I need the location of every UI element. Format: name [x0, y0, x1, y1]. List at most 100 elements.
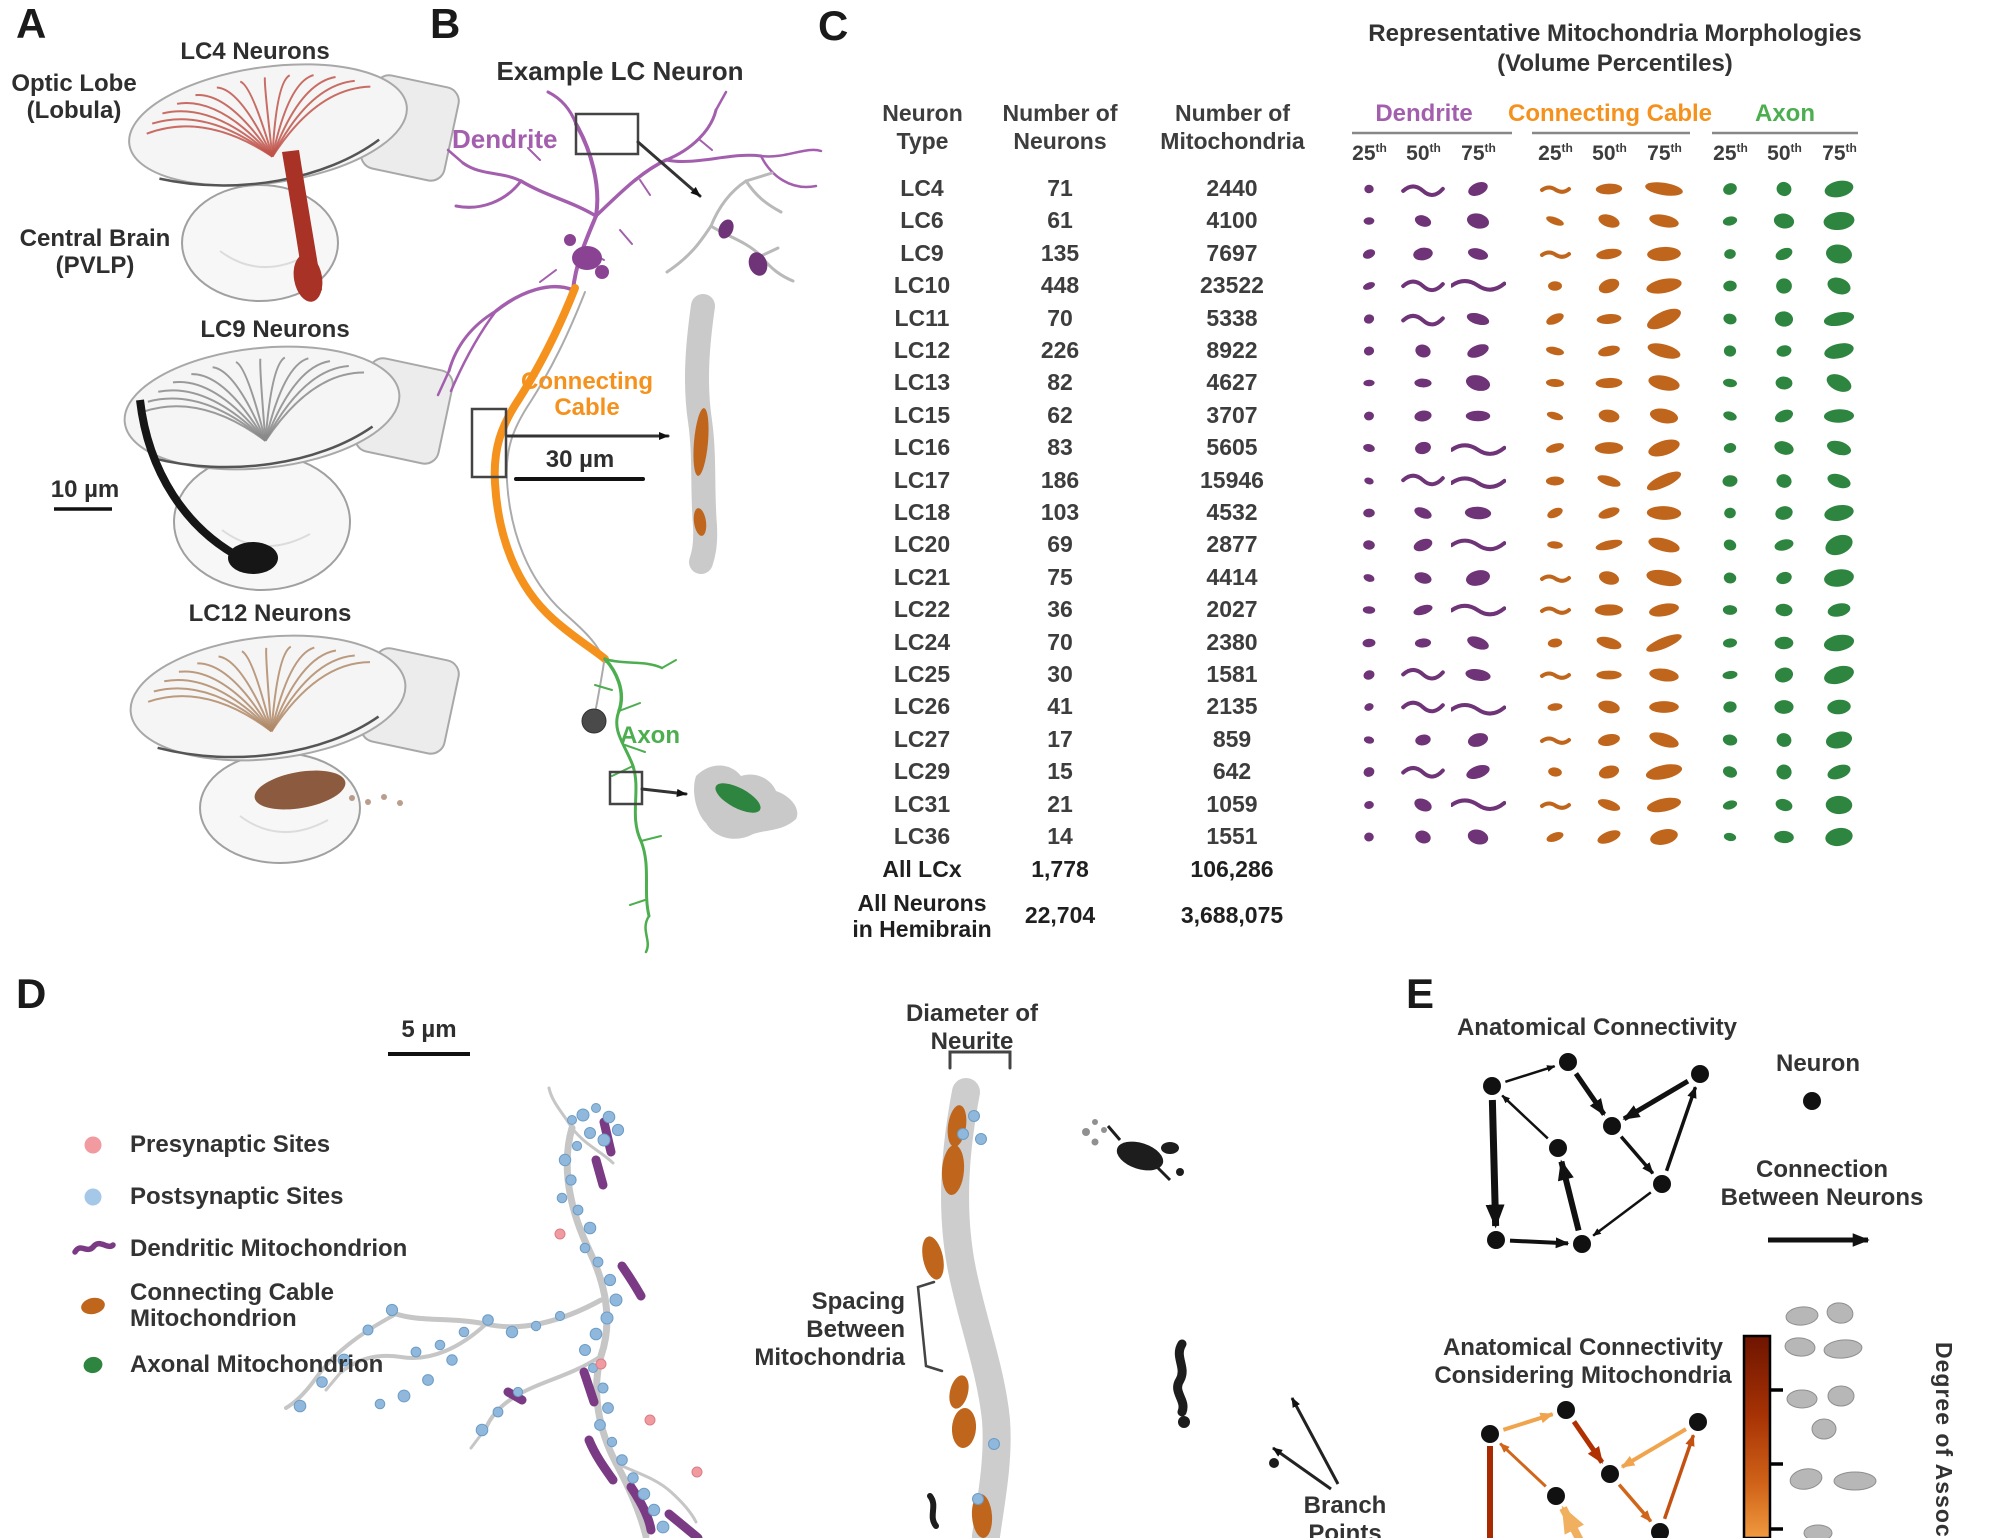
mito-blob-axon-25	[1723, 411, 1737, 421]
mito-blob-dendrite-75	[1468, 182, 1488, 196]
mito-blob-cable-75	[1649, 214, 1679, 228]
dendrite-core-blob	[572, 246, 602, 270]
mito-blob-dendrite-25	[1364, 703, 1374, 712]
mito-blob-dendrite-75	[1467, 732, 1489, 747]
mito-blob-dendrite-75	[1451, 604, 1506, 617]
legend-label: Axonal Mitochondrion	[130, 1351, 384, 1378]
mito-blob-dendrite-75	[1466, 213, 1490, 230]
mito-blob-axon-25	[1724, 248, 1736, 259]
mito-blob-axon-25	[1722, 766, 1738, 778]
mito-blob-axon-50	[1774, 409, 1794, 423]
panel-label-b: B	[430, 0, 461, 47]
mito-blob-dendrite-50	[1401, 313, 1445, 326]
mito-blob-cable-75	[1648, 537, 1680, 553]
mito-blob-dendrite-75	[1451, 703, 1506, 716]
legend-label: Presynaptic Sites	[130, 1131, 331, 1158]
neuron-type-cell: LC31	[893, 790, 951, 817]
mito-blob-dendrite-50	[1413, 539, 1433, 552]
mito-blob-cable-25	[1540, 185, 1571, 194]
table-row: LC17 186 15946	[0, 464, 2000, 497]
mito-blob-cable-50	[1598, 571, 1620, 585]
em-fragments	[927, 1119, 1279, 1529]
mito-blob-axon-25	[1723, 280, 1737, 292]
mito-blob-cable-50	[1594, 442, 1624, 455]
mito-blob-dendrite-75	[1451, 798, 1506, 811]
neuron-type-cell: LC22	[893, 596, 951, 623]
mito-count-cell: 4414	[1206, 563, 1258, 590]
total-lcx-neurons: 1,778	[1031, 856, 1089, 882]
table-row: LC29 15 642	[0, 755, 2000, 788]
neuron-count-cell: 448	[1040, 272, 1080, 299]
mito-blob-axon-75	[1824, 180, 1854, 198]
mito-blob-dendrite-50	[1401, 184, 1445, 197]
connection-legend-2: Between Neurons	[1720, 1184, 1924, 1211]
region-central-brain: Central Brain	[19, 225, 171, 252]
mito-blob-cable-75	[1649, 732, 1679, 748]
mito-blob-axon-50	[1774, 539, 1794, 552]
total-hemibrain-mitochondria: 3,688,075	[1180, 902, 1284, 928]
brain3-title: LC12 Neurons	[188, 600, 352, 627]
table-row: LC27 17 859	[0, 723, 2000, 756]
dendrite-inset	[665, 171, 795, 283]
mito-blob-axon-50	[1775, 376, 1793, 390]
mito-blob-axon-75	[1824, 665, 1854, 685]
mito-blob-dendrite-25	[1363, 380, 1375, 387]
mito-blob-cable-50	[1596, 248, 1622, 260]
mito-blob-cable-50	[1598, 733, 1620, 746]
mito-blob-axon-75	[1827, 473, 1851, 488]
table-row: LC18 103 4532	[0, 496, 2000, 529]
col-num-mito-2: Mitochondria	[1160, 128, 1305, 154]
anatomical-connectivity-title: Anatomical Connectivity	[1456, 1014, 1738, 1041]
mito-blob-axon-75	[1824, 343, 1854, 359]
total-hemibrain-neurons: 22,704	[1024, 902, 1096, 928]
mito-blob-cable-75	[1647, 246, 1681, 261]
neuron-count-cell: 103	[1040, 499, 1080, 525]
mito-blob-dendrite-50	[1414, 638, 1432, 648]
dendrite-arbor	[436, 90, 823, 397]
inset-dendritic-mito	[718, 219, 734, 239]
neuron-type-cell: LC26	[893, 693, 951, 720]
dendrite-zoom-box	[574, 112, 640, 156]
mito-blob-cable-25	[1546, 411, 1564, 421]
mito-blob-dendrite-25	[1363, 444, 1375, 453]
mito-blob-axon-25	[1722, 670, 1738, 680]
mito-blob-dendrite-75	[1466, 765, 1490, 780]
col-num-neurons-1: Number of	[1002, 100, 1118, 126]
dendrite-blob	[595, 265, 609, 279]
mito-blob-axon-25	[1723, 183, 1737, 195]
axon-arbor	[594, 657, 677, 954]
neuron-type-cell: LC16	[893, 434, 951, 461]
mito-blob-axon-75	[1824, 569, 1854, 587]
mito-blob-cable-25	[1546, 443, 1564, 454]
panel-label-e: E	[1406, 970, 1435, 1017]
mito-blob-axon-75	[1827, 603, 1851, 617]
mito-blob-dendrite-50	[1414, 215, 1432, 228]
mito-blob-axon-75	[1826, 244, 1852, 264]
mito-blob-axon-25	[1722, 216, 1738, 227]
mito-blob-dendrite-75	[1467, 344, 1489, 358]
mito-blob-dendrite-25	[1364, 477, 1374, 485]
panel-label-c: C	[818, 2, 849, 49]
connection-legend-1: Connection	[1756, 1156, 1888, 1183]
table-row: LC6 61 4100	[0, 204, 2000, 237]
mito-count-cell: 2440	[1206, 175, 1258, 201]
table-row: LC21 75 4414	[0, 561, 2000, 594]
neuron-type-cell: LC36	[893, 823, 951, 849]
cable-label-line2: Cable	[554, 394, 620, 421]
mito-blob-cable-25	[1547, 541, 1563, 550]
mito-blob-cable-50	[1598, 507, 1620, 519]
mito-blob-axon-25	[1722, 605, 1738, 616]
neuron-legend-label: Neuron	[1776, 1050, 1860, 1077]
mito-blob-dendrite-25	[1362, 638, 1376, 647]
blob-icon	[83, 1356, 103, 1374]
mito-blob-axon-75	[1823, 311, 1855, 326]
scalebar-10um-label: 10 µm	[50, 476, 120, 503]
mito-blob-cable-25	[1547, 638, 1563, 648]
neuron-type-cell: LC13	[893, 369, 951, 396]
cable-label-line1: Connecting	[521, 368, 653, 395]
inset-cable-mito	[693, 508, 707, 536]
mito-blob-cable-50	[1597, 798, 1621, 811]
squiggle-icon	[72, 1240, 116, 1255]
mito-count-cell: 5605	[1206, 434, 1258, 461]
